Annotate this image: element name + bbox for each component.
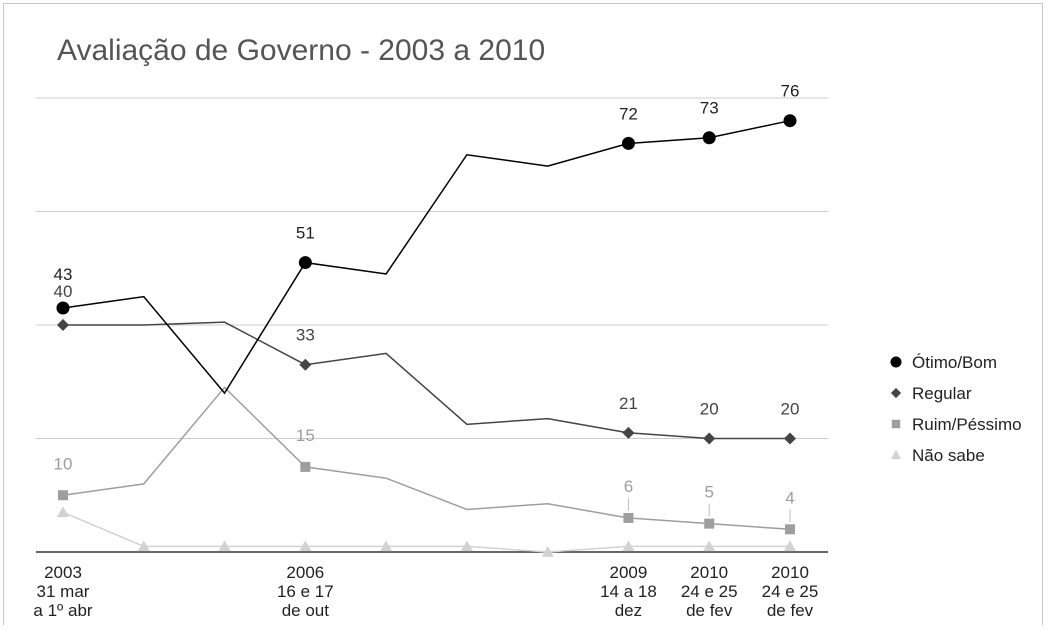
marker-nao-sabe (299, 540, 312, 552)
x-tick-label: 2009 14 a 18 dez (600, 563, 657, 620)
data-label: 21 (619, 394, 638, 413)
series-line-ruim-pessimo (62, 386, 791, 531)
marker-otimo-bom (298, 256, 312, 270)
data-label: 43 (54, 265, 73, 284)
data-label: 6 (624, 477, 633, 496)
data-label: 76 (781, 82, 800, 101)
chart-title: Avaliação de Governo - 2003 a 2010 (57, 34, 545, 67)
marker-nao-sabe (622, 540, 635, 552)
marker-otimo-bom (621, 136, 635, 150)
marker-regular (703, 432, 716, 445)
marker-nao-sabe (57, 506, 69, 518)
marker-otimo-bom (783, 114, 797, 128)
data-label: 10 (54, 454, 73, 473)
data-label: 33 (296, 326, 315, 345)
legend-marker (890, 387, 902, 399)
legend-item-otimo-bom: Ótimo/Bom (890, 353, 997, 372)
marker-nao-sabe (541, 546, 554, 557)
data-label: 20 (781, 400, 800, 419)
legend-item-ruim-pessimo: Ruim/Péssimo (891, 415, 1022, 434)
legend-marker (890, 356, 902, 368)
legend-marker (891, 419, 901, 429)
marker-nao-sabe (137, 540, 150, 552)
series-line-nao-sabe (62, 511, 790, 553)
data-label: 4 (785, 488, 794, 507)
series-markers (56, 114, 797, 557)
series-line-otimo-bom (62, 119, 791, 395)
series-lines (62, 119, 791, 553)
marker-ruim-pessimo (704, 518, 715, 529)
marker-otimo-bom (702, 131, 716, 145)
legend-label: Ótimo/Bom (912, 353, 997, 372)
legend-label: Ruim/Péssimo (912, 415, 1022, 434)
series-line-regular (63, 321, 790, 440)
data-label: 40 (54, 282, 73, 301)
marker-nao-sabe (218, 540, 231, 552)
data-label: 73 (700, 99, 719, 118)
data-label: 5 (704, 483, 713, 502)
x-tick-label: 2010 24 e 25 de fev (681, 563, 738, 620)
marker-nao-sabe (703, 540, 716, 552)
marker-otimo-bom (56, 301, 70, 315)
marker-ruim-pessimo (785, 524, 795, 535)
legend-item-regular: Regular (890, 384, 972, 403)
data-label: 15 (296, 426, 315, 445)
chart-frame (3, 3, 1043, 625)
marker-nao-sabe (460, 540, 473, 552)
data-labels: 43 51 72 73 76 40 33 21 20 20 10 15 6 5 4 (54, 82, 800, 523)
marker-regular (299, 358, 312, 371)
x-tick-label: 2006 16 e 17 de out (277, 563, 334, 620)
x-tick-label: 2003 31 mar a 1º abr (33, 563, 92, 620)
data-label: 20 (700, 400, 719, 419)
marker-regular (57, 319, 69, 331)
marker-nao-sabe (380, 540, 393, 552)
marker-regular (784, 432, 796, 445)
legend-marker (890, 449, 902, 460)
data-label: 51 (296, 224, 315, 243)
legend-item-nao-sabe: Não sabe (890, 446, 985, 465)
marker-regular (622, 426, 635, 439)
x-axis-ticks: 2003 31 mar a 1º abr 2006 16 e 17 de out 2009 1… (33, 563, 818, 620)
legend-label: Regular (912, 384, 972, 403)
legend-label: Não sabe (912, 446, 985, 465)
marker-ruim-pessimo (623, 512, 634, 523)
legend: Ótimo/Bom Regular Ruim/Péssimo Não sabe (890, 353, 1022, 465)
marker-ruim-pessimo (300, 461, 311, 472)
data-label: 72 (619, 104, 638, 123)
x-tick-label: 2010 24 e 25 de fev (762, 563, 819, 620)
marker-ruim-pessimo (58, 490, 68, 501)
marker-nao-sabe (784, 540, 796, 552)
